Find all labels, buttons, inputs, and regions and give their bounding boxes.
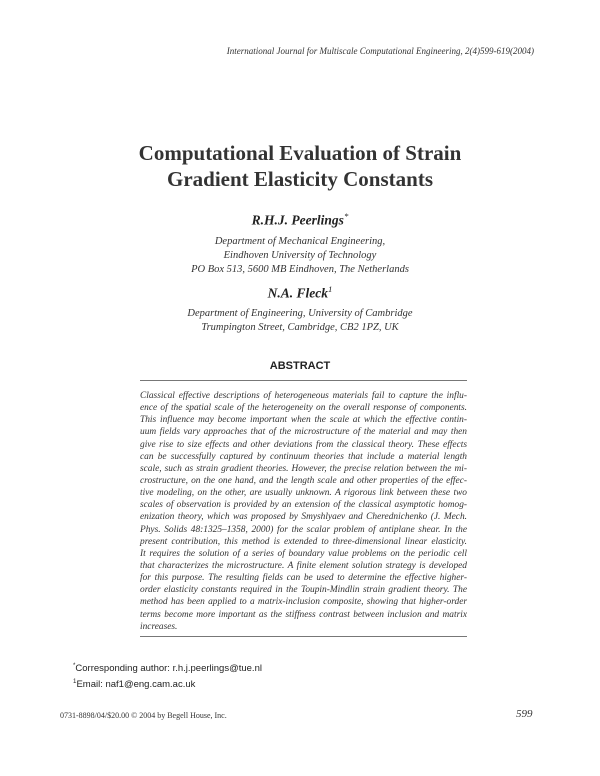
author-1: R.H.J. Peerlings* [0, 211, 600, 229]
abstract-line: present contribution, this method is ext… [140, 536, 467, 547]
affiliation-line: PO Box 513, 5600 MB Eindhoven, The Nethe… [191, 264, 409, 275]
abstract-line: Classical effective descriptions of hete… [140, 391, 467, 401]
abstract-line: ence of the spatial scale of the heterog… [140, 403, 467, 414]
abstract-line: crostructure, on the one hand, and the l… [140, 475, 467, 486]
footnote-mark: 1 [73, 678, 77, 685]
author-mark: 1 [327, 284, 333, 294]
page-number: 599 [516, 708, 533, 720]
abstract-line: that characterizes the microstructure. A… [140, 560, 467, 571]
author-2: N.A. Fleck1 [0, 284, 600, 302]
abstract-top-rule [140, 380, 467, 381]
abstract-line: Phys. Solids 48:1325–1358, 2000) for the… [140, 524, 467, 535]
abstract-line: uum fields vary approaches that of the m… [140, 427, 467, 438]
abstract-line: give rise to size effects and other devi… [140, 439, 467, 450]
abstract-body: Classical effective descriptions of hete… [140, 390, 467, 633]
title-line-2: Gradient Elasticity Constants [166, 167, 433, 191]
abstract-line: method has been applied to a matrix-incl… [140, 597, 467, 608]
abstract-heading: ABSTRACT [269, 360, 331, 372]
title-line-1: Computational Evaluation of Strain [138, 141, 462, 165]
abstract-line: order elasticity constants required in t… [140, 585, 467, 596]
affiliation-line: Trumpington Street, Cambridge, CB2 1PZ, … [201, 322, 399, 333]
abstract-line: tive modeling, on the other, are usually… [140, 488, 467, 499]
affiliation-line: Eindhoven University of Technology [223, 250, 377, 261]
abstract-line: enization theory, which was proposed by … [140, 512, 467, 523]
footnote-email: 1Email: naf1@eng.cam.ac.uk [73, 678, 195, 690]
author-name: R.H.J. Peerlings [251, 212, 344, 228]
affiliation-line: Department of Engineering, University of… [187, 308, 413, 319]
author-mark: * [343, 211, 349, 221]
abstract-line: scale, such as strain gradient theories.… [140, 463, 467, 474]
footnote-corresponding: *Corresponding author: r.h.j.peerlings@t… [73, 662, 262, 674]
copyright-line: 0731-8898/04/$20.00 © 2004 by Begell Hou… [60, 711, 227, 720]
abstract-line: This influence may become important when… [140, 415, 467, 426]
abstract-line: scales of observation is provided by an … [140, 500, 467, 511]
abstract-line: for this purpose. The resulting fields c… [140, 573, 467, 584]
abstract-line: terms become more important as the stiff… [140, 609, 467, 620]
author-name: N.A. Fleck [267, 285, 328, 301]
footnote-text: Corresponding author: r.h.j.peerlings@tu… [75, 663, 262, 675]
abstract-bottom-rule [140, 636, 467, 637]
footnote-text: Email: naf1@eng.cam.ac.uk [76, 679, 196, 691]
abstract-line: can be successfully captured by continuu… [140, 451, 467, 462]
affiliation-line: Department of Mechanical Engineering, [214, 236, 386, 247]
journal-header: International Journal for Multiscale Com… [226, 46, 534, 56]
footnote-mark: * [73, 662, 76, 669]
abstract-line: It requires the solution of a series of … [140, 548, 467, 559]
abstract-line: increases. [140, 621, 178, 632]
